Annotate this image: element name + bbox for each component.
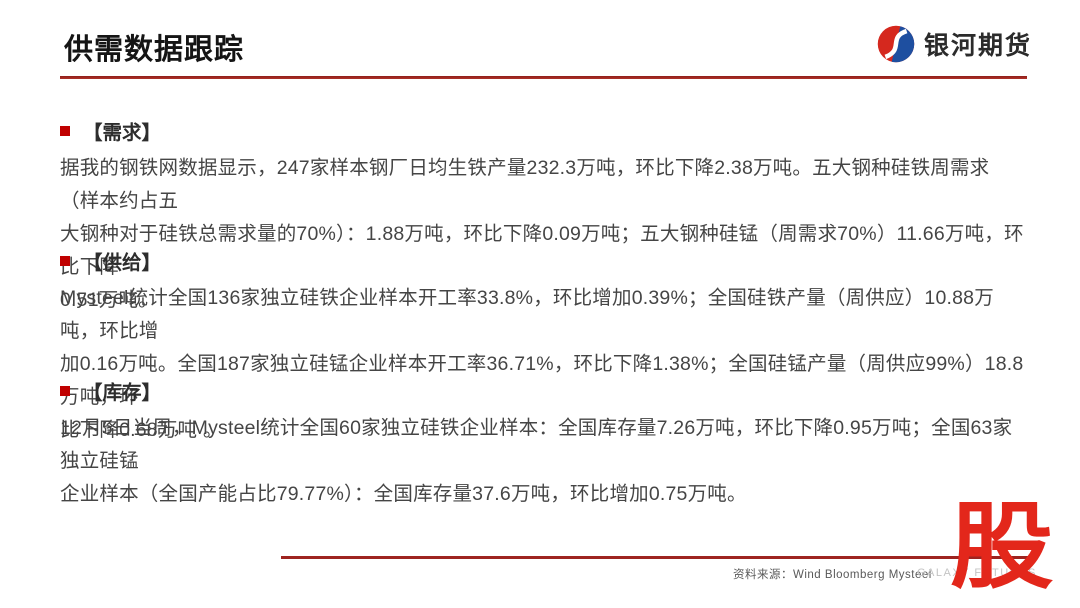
company-logo-text: 银河期货 (924, 32, 1033, 60)
section-demand-text: 据我的钢铁网数据显示，247家样本钢厂日均生铁产量232.3万吨，环比下降2.3… (60, 157, 1024, 311)
section-demand: 【需求】 据我的钢铁网数据显示，247家样本钢厂日均生铁产量232.3万吨，环比… (60, 116, 1024, 317)
bullet-square-icon (60, 125, 70, 136)
section-inventory-heading: 【库存】 (83, 382, 162, 404)
section-inventory: 【库存】 12月5日当周，Mysteel统计全国60家独立硅铁企业样本：全国库存… (60, 376, 1024, 511)
galaxy-futures-logo-icon (877, 25, 915, 63)
footer-rule (281, 556, 1037, 559)
page-title: 供需数据跟踪 (64, 34, 245, 66)
section-supply-heading: 【供给】 (83, 252, 162, 274)
bullet-square-icon (60, 255, 70, 266)
section-supply-text: Mysteel统计全国136家独立硅铁企业样本开工率33.8%，环比增加0.39… (60, 287, 1024, 441)
data-source-label: 资料来源：Wind Bloomberg Mysteel (733, 569, 932, 581)
brand-watermark: GALAXY FUTURES (917, 567, 1037, 579)
red-stamp-character: 股 (950, 494, 1054, 599)
section-supply: 【供给】 Mysteel统计全国136家独立硅铁企业样本开工率33.8%，环比增… (60, 246, 1024, 447)
company-logo: 银河期货 (877, 25, 1032, 63)
section-inventory-text: 12月5日当周，Mysteel统计全国60家独立硅铁企业样本：全国库存量7.26… (60, 417, 1013, 505)
bullet-square-icon (60, 385, 70, 396)
title-underline-rule (60, 76, 1027, 79)
section-demand-heading: 【需求】 (83, 122, 162, 144)
